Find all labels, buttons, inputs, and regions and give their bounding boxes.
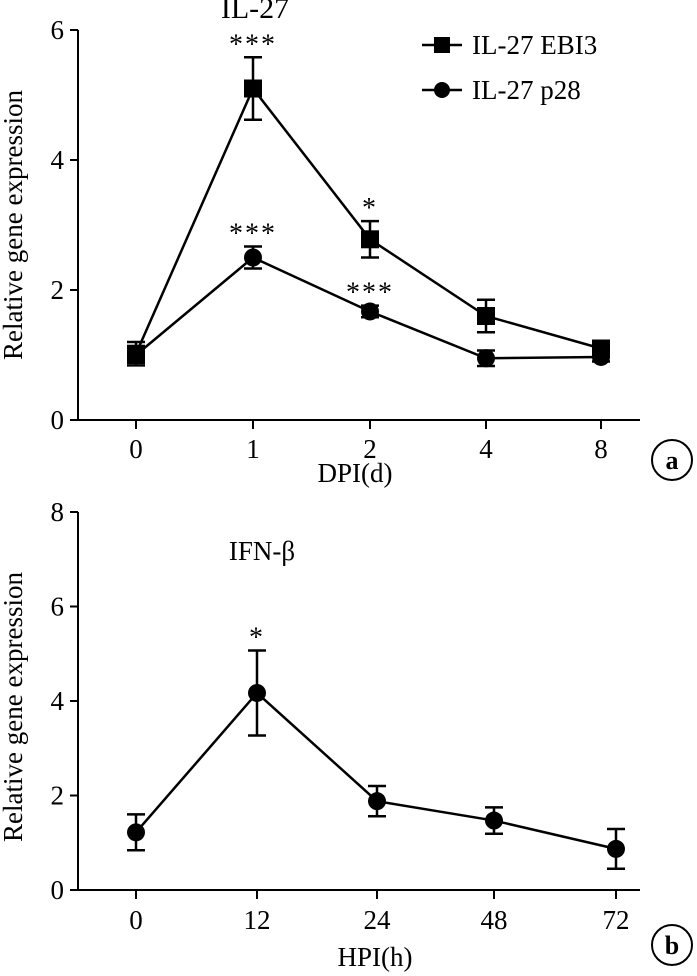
significance-label: *: [249, 622, 265, 653]
panel-a: IL-27 Relative gene expression DPI(d) 0 2…: [0, 0, 693, 488]
panel-a-y-ticks: 0 2 4 6: [51, 15, 78, 435]
x-tick-label: 0: [129, 905, 143, 935]
panel-b-x-axis-label: HPI(h): [338, 942, 413, 972]
data-point-circle: [485, 811, 503, 830]
panel-a-title: IL-27: [221, 0, 289, 25]
panel-b-title: IFN-β: [229, 536, 295, 566]
panel-a-letter-badge: [651, 439, 693, 481]
legend-ebi3-square-marker: [434, 37, 450, 53]
y-tick-label: 6: [51, 592, 65, 622]
y-tick-label: 0: [51, 875, 65, 905]
y-tick-label: 4: [51, 145, 65, 175]
panel-b-letter: b: [665, 931, 679, 960]
significance-label: ***: [229, 29, 277, 60]
significance-label: *: [362, 193, 378, 224]
x-tick-label: 1: [246, 434, 260, 464]
x-tick-label: 4: [479, 434, 493, 464]
data-point-circle: [361, 302, 379, 321]
panel-b-letter-badge: [651, 924, 693, 966]
panel-b-x-ticks: 0 12 24 48 72: [129, 890, 630, 935]
y-tick-label: 2: [51, 781, 65, 811]
panel-b-plot-area: *: [127, 622, 625, 870]
data-point-square: [244, 79, 262, 98]
data-point-circle: [248, 683, 266, 702]
data-point-circle: [368, 792, 386, 811]
legend-p28-circle-marker: [434, 82, 450, 98]
panel-a-y-axis-label: Relative gene expression: [0, 90, 28, 360]
significance-label: ***: [346, 278, 394, 309]
panel-a-x-ticks: 0 1 2 4 8: [129, 420, 608, 464]
x-tick-label: 72: [603, 905, 630, 935]
panel-b-y-ticks: 0 2 4 6 8: [51, 497, 78, 905]
significance-label: ***: [229, 218, 277, 249]
data-point-circle: [244, 248, 262, 267]
x-tick-label: 12: [244, 905, 271, 935]
legend-p28-label: IL-27 p28: [472, 75, 581, 105]
data-point-circle: [477, 349, 495, 368]
data-point-circle: [607, 839, 625, 858]
y-tick-label: 0: [51, 405, 65, 435]
data-point-square: [361, 230, 379, 249]
legend-ebi3-label: IL-27 EBI3: [472, 30, 597, 60]
y-tick-label: 8: [51, 497, 65, 527]
panel-a-legend: IL-27 EBI3 IL-27 p28: [422, 30, 597, 105]
y-tick-label: 4: [51, 686, 65, 716]
data-point-circle: [127, 346, 145, 364]
data-point-square: [477, 307, 495, 325]
x-tick-label: 2: [363, 434, 377, 464]
panel-b: IFN-β Relative gene expression HPI(h) 0 2…: [0, 497, 693, 972]
data-point-circle: [592, 347, 610, 366]
y-tick-label: 6: [51, 15, 65, 45]
x-tick-label: 24: [364, 905, 392, 935]
panel-a-letter: a: [666, 446, 679, 475]
x-tick-label: 8: [594, 434, 608, 464]
panel-a-x-axis-label: DPI(d): [318, 458, 393, 488]
x-tick-label: 48: [481, 905, 508, 935]
series-line-circle: [135, 691, 617, 851]
panel-a-plot-area: **********: [127, 29, 610, 368]
y-tick-label: 2: [51, 275, 65, 305]
x-tick-label: 0: [129, 434, 143, 464]
data-point-circle: [127, 823, 145, 842]
panel-b-y-axis-label: Relative gene expression: [0, 572, 28, 842]
